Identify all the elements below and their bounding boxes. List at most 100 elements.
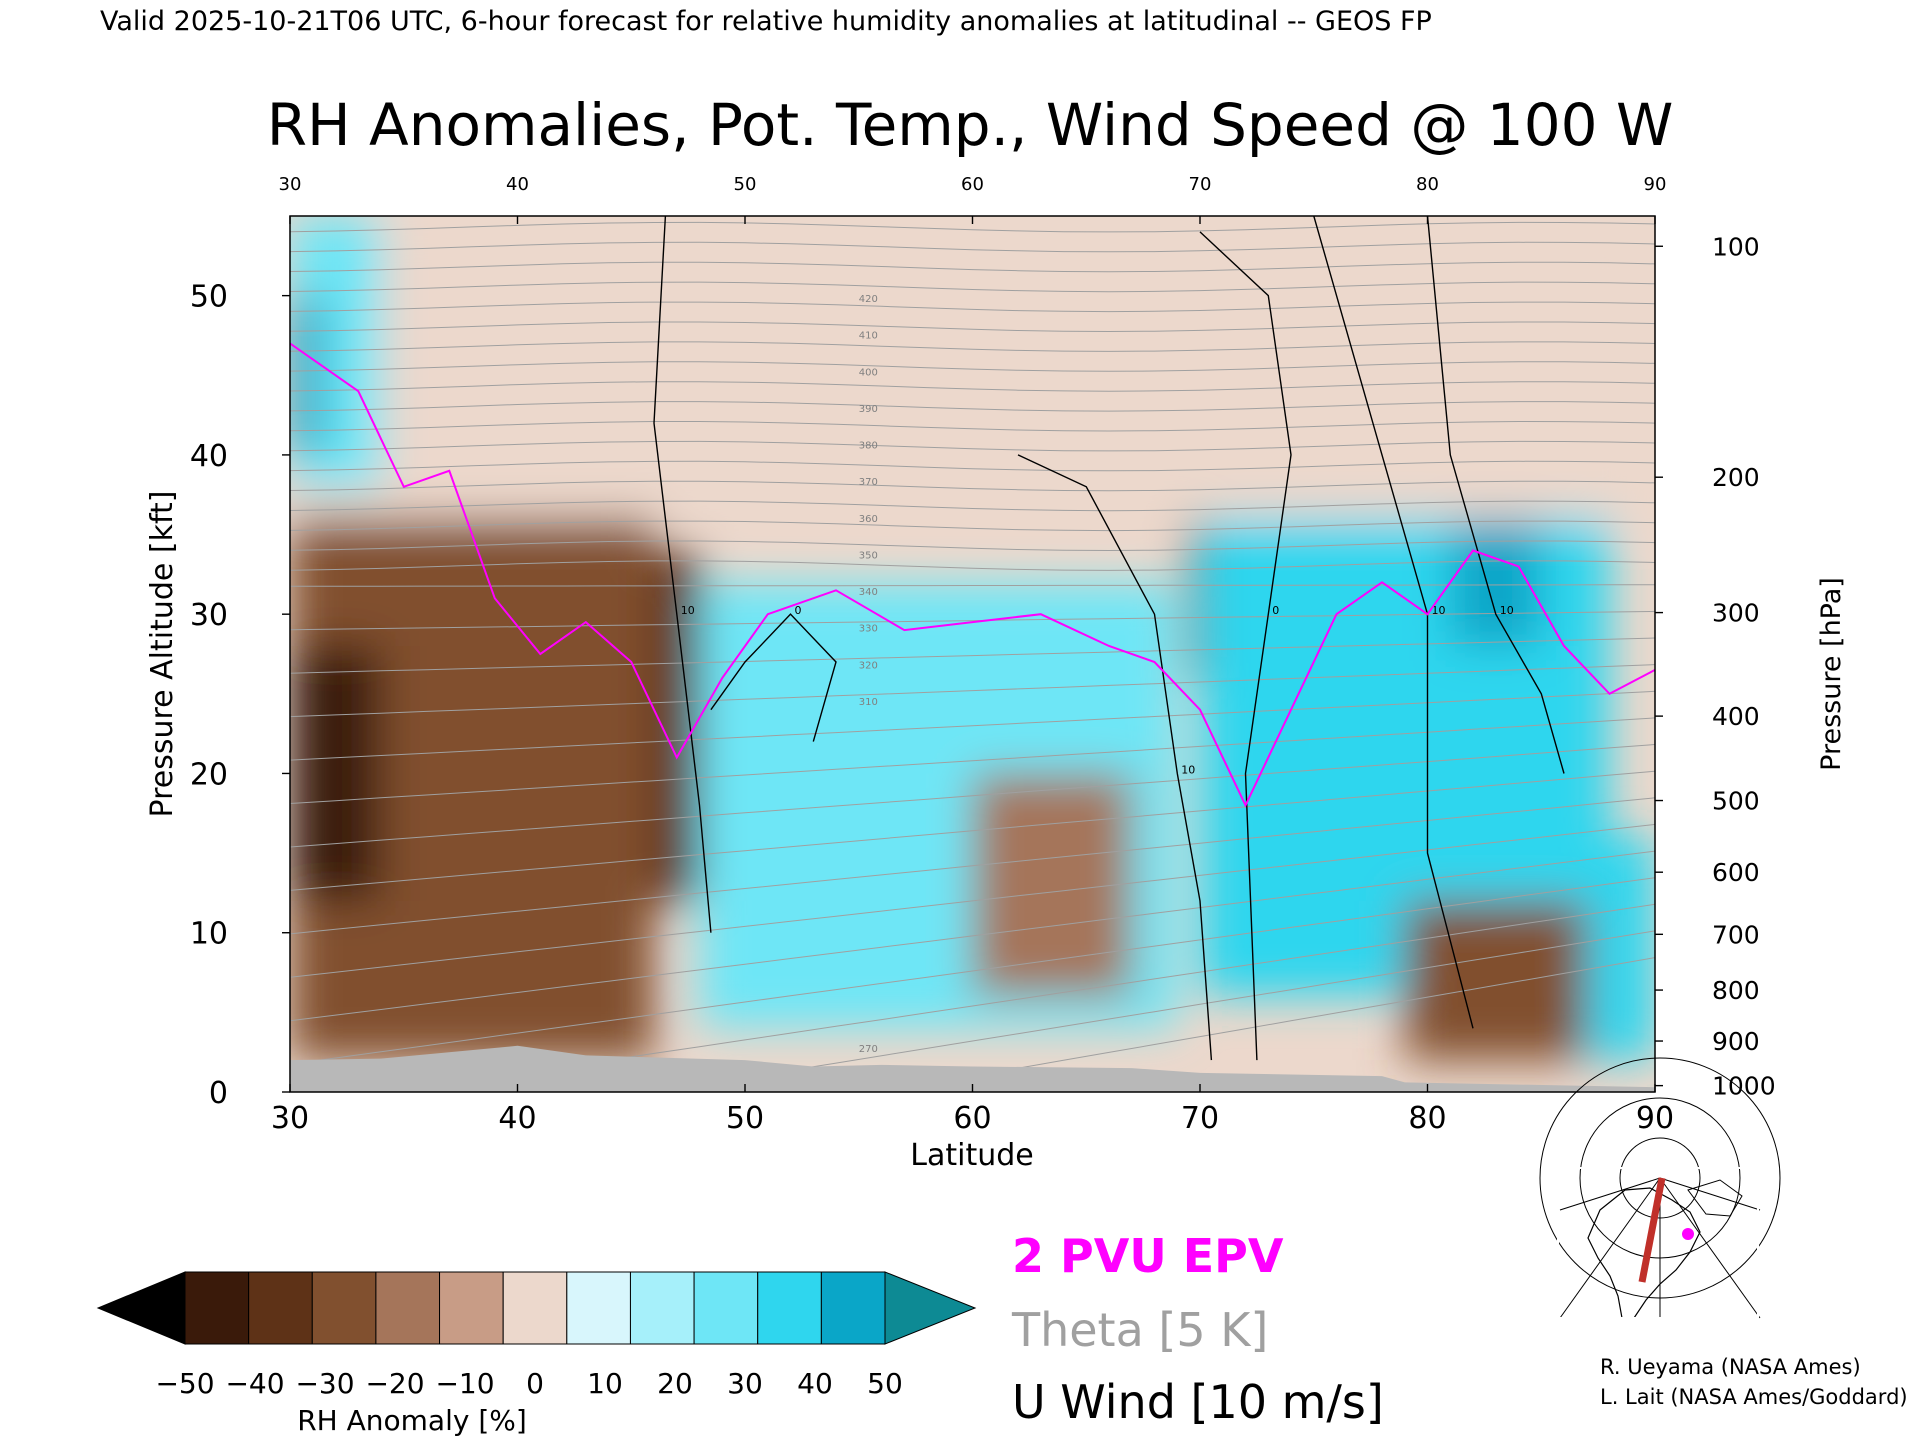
epv-2pvu-line (290, 342, 1655, 808)
theta-contour-line (290, 301, 1655, 313)
y-tick-label: 50 (190, 280, 228, 315)
pressure-tick-label: 100 (1712, 232, 1760, 261)
pressure-tick-label: 400 (1712, 702, 1760, 731)
uwind-contour-line (710, 613, 837, 742)
theta-contour-label: 310 (859, 697, 878, 708)
credit-line-1: R. Ueyama (NASA Ames) (1600, 1355, 1861, 1379)
colorbar-segment (375, 1271, 441, 1345)
y-tick-label: 40 (190, 439, 228, 474)
valid-line: Valid 2025-10-21T06 UTC, 6-hour forecast… (100, 6, 1432, 37)
uwind-contour-label: 0 (1272, 604, 1279, 617)
colorbar-tick-label: 40 (797, 1367, 833, 1400)
colorbar: −50 −40 −30 −20 −10 0 10 20 30 40 50 (96, 1271, 977, 1400)
theta-contour-line (290, 261, 1655, 273)
locator-map-border (1557, 1167, 1759, 1319)
theta-contour-line (290, 381, 1655, 392)
chart-title: RH Anomalies, Pot. Temp., Wind Speed @ 1… (267, 91, 1674, 159)
theta-contour-label: 330 (859, 624, 878, 635)
theta-contour-line (290, 440, 1655, 452)
uwind-contour-label: 10 (1181, 763, 1195, 776)
theta-contour-line (290, 850, 1655, 1022)
theta-contour-line (290, 520, 1655, 532)
terrain-mask (290, 1045, 1655, 1092)
colorbar-tick-label: −50 (155, 1367, 214, 1400)
colorbar-tick-label: −10 (435, 1367, 494, 1400)
theta-contour-label: 420 (859, 294, 878, 305)
rh-anomaly-region (972, 773, 1132, 997)
theta-contour-line (290, 241, 1655, 253)
theta-contour-line (653, 930, 1655, 1092)
legend-theta: Theta [5 K] (1011, 1303, 1268, 1357)
pressure-tick-label: 600 (1712, 858, 1760, 887)
rh-anomaly-region (1586, 837, 1655, 1061)
pressure-tick-label: 700 (1712, 920, 1760, 949)
colorbar-segment (820, 1271, 886, 1345)
pressure-tick-label: 300 (1712, 599, 1760, 628)
colorbar-segment (757, 1271, 822, 1345)
theta-contour-line (290, 341, 1655, 352)
theta-contour-line (290, 560, 1655, 571)
locator-map-point (1682, 1228, 1694, 1240)
y-tick-label: 20 (190, 757, 228, 792)
pressure-tick-label: 900 (1712, 1027, 1760, 1056)
theta-contour-line (290, 321, 1655, 333)
x-axis-label: Latitude (910, 1138, 1033, 1173)
theta-contour-label: 370 (859, 477, 878, 488)
colorbar-tick-label: 0 (526, 1367, 544, 1400)
locator-map-greenland (1687, 1179, 1743, 1217)
x-tick-label-top: 40 (506, 174, 529, 195)
legend-epv: 2 PVU EPV (1012, 1229, 1284, 1283)
uwind-contour-label: 0 (795, 604, 802, 617)
x-tick-label-top: 30 (279, 174, 302, 195)
colorbar-segment (502, 1271, 568, 1345)
theta-contour-label: 360 (859, 514, 878, 525)
x-tick-label-top: 80 (1416, 174, 1439, 195)
theta-contour-line (290, 281, 1655, 293)
x-tick-label-top: 70 (1189, 174, 1212, 195)
y-tick-label: 10 (190, 917, 228, 952)
x-tick-label: 40 (498, 1101, 536, 1136)
colorbar-label: RH Anomaly [%] (297, 1404, 527, 1437)
uwind-contour-line (1426, 216, 1565, 774)
theta-contour-line (290, 500, 1655, 512)
theta-contour-line (290, 401, 1655, 412)
rh-anomaly-field (290, 216, 1655, 1061)
theta-contour-label: 380 (859, 441, 878, 452)
locator-map-coastline (1587, 1187, 1701, 1319)
colorbar-segment (184, 1271, 250, 1345)
theta-contour-label: 350 (859, 550, 878, 561)
colorbar-segment (629, 1271, 695, 1345)
pressure-tick-label: 500 (1712, 787, 1760, 816)
uwind-contour-line (1199, 231, 1292, 1061)
colorbar-segment (566, 1271, 631, 1345)
theta-contour-label: 270 (859, 1044, 878, 1055)
rh-anomaly-region (290, 295, 325, 455)
epv-contour (290, 342, 1655, 808)
y-tick-label: 0 (209, 1076, 228, 1111)
colorbar-tick-label: −30 (295, 1367, 354, 1400)
colorbar-tick-label: −20 (365, 1367, 424, 1400)
colorbar-segment (439, 1271, 504, 1345)
locator-map-track (1638, 1177, 1666, 1283)
x-tick-label-top: 60 (961, 174, 984, 195)
theta-contour-line (290, 460, 1655, 472)
uwind-contour-label: 10 (681, 604, 695, 617)
colorbar-tick-label: −40 (225, 1367, 284, 1400)
uwind-contour-line (1017, 454, 1213, 1061)
theta-contour-line (290, 480, 1655, 492)
x-tick-label: 30 (271, 1101, 309, 1136)
pressure-tick-label: 800 (1712, 976, 1760, 1005)
axes: 3030404050506060707080809090010203040501… (190, 174, 1776, 1136)
credit-line-2: L. Lait (NASA Ames/Goddard) (1600, 1385, 1908, 1409)
theta-contour-line (290, 540, 1655, 552)
uwind-contour-line (653, 216, 712, 933)
theta-contour-label: 400 (859, 367, 878, 378)
colorbar-segment (311, 1271, 377, 1345)
colorbar-tick-label: 30 (727, 1367, 763, 1400)
theta-contour-line (290, 877, 1655, 1065)
uwind-contour-label: 10 (1500, 604, 1514, 617)
theta-contour-label: 410 (859, 331, 878, 342)
locator-map-grid (1539, 1057, 1781, 1319)
x-tick-label-top: 90 (1644, 174, 1667, 195)
